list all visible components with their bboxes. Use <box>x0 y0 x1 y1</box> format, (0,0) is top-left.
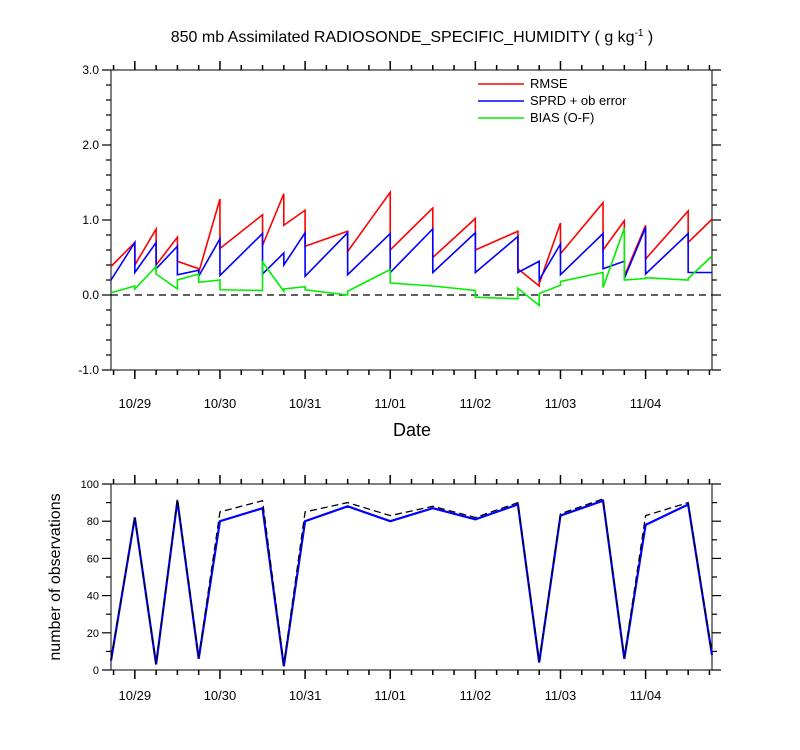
legend: RMSE SPRD + ob error BIAS (O-F) <box>478 76 627 125</box>
legend-label-rmse: RMSE <box>530 76 568 91</box>
top-x-axis-label: Date <box>393 420 431 440</box>
y-tick-label: 40 <box>87 591 99 603</box>
x-tick-label: 11/02 <box>460 396 492 411</box>
x-tick-label: 10/29 <box>119 688 152 703</box>
y-tick-label: 60 <box>87 553 99 565</box>
y-tick-label: 3.0 <box>82 63 99 77</box>
bottom-plot-area: 0 20 40 60 80 100 10/29 10/30 10/31 11/01 11/02 11… <box>47 475 721 703</box>
chart-title: 850 mb Assimilated RADIOSONDE_SPECIFIC_H… <box>171 28 654 46</box>
y-tick-label: 0 <box>93 665 99 677</box>
top-x-tick-labels: 10/29 10/30 10/31 11/01 11/02 11/03 11/04 <box>119 396 662 411</box>
series-line-rmse <box>110 189 713 288</box>
x-tick-label: 11/01 <box>374 688 406 703</box>
y-tick-label: 20 <box>87 628 99 640</box>
top-plot-area: -1.0 0.0 1.0 2.0 3.0 10/29 10/30 10/31 11/01 11/… <box>78 61 721 440</box>
x-tick-label: 11/03 <box>545 688 577 703</box>
bottom-series-group <box>109 498 714 667</box>
x-tick-label: 11/04 <box>630 688 662 703</box>
x-tick-label: 10/30 <box>204 396 237 411</box>
x-tick-label: 10/29 <box>119 396 152 411</box>
x-tick-label: 11/01 <box>374 396 406 411</box>
legend-label-bias: BIAS (O-F) <box>530 110 594 125</box>
series-line-possible-observations <box>110 498 713 665</box>
bottom-minor-ticks <box>106 479 717 675</box>
top-series-group <box>110 189 713 308</box>
x-tick-label: 11/02 <box>460 688 492 703</box>
top-y-tick-labels: -1.0 0.0 1.0 2.0 3.0 <box>78 63 99 377</box>
y-tick-label: 1.0 <box>82 213 99 227</box>
x-tick-label: 11/03 <box>545 396 577 411</box>
bottom-y-tick-labels: 0 20 40 60 80 100 <box>81 479 99 677</box>
bottom-y-axis-label: number of observations <box>47 493 64 660</box>
x-tick-label: 10/30 <box>204 688 237 703</box>
top-minor-ticks <box>106 65 717 375</box>
x-tick-label: 11/04 <box>630 396 662 411</box>
top-major-ticks <box>102 61 721 379</box>
series-line-sprd-ob-error <box>110 227 712 283</box>
y-tick-label: 0.0 <box>82 288 99 302</box>
y-tick-label: -1.0 <box>78 363 99 377</box>
series-line-bias-o-f- <box>110 227 713 308</box>
y-tick-label: 80 <box>87 516 99 528</box>
legend-label-sprd: SPRD + ob error <box>530 93 627 108</box>
x-tick-label: 10/31 <box>289 396 322 411</box>
x-tick-label: 10/31 <box>289 688 322 703</box>
y-tick-label: 100 <box>81 479 99 491</box>
y-tick-label: 2.0 <box>82 138 99 152</box>
bottom-x-tick-labels: 10/29 10/30 10/31 11/01 11/02 11/03 11/04 <box>119 688 662 703</box>
bottom-major-ticks <box>102 475 721 679</box>
